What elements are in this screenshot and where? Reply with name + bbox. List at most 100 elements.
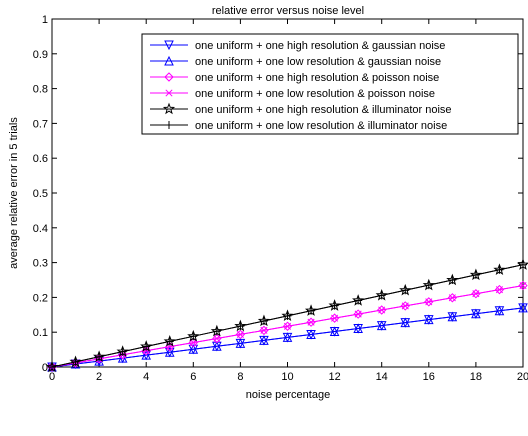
triangle-up-marker [518, 302, 528, 313]
triangle-up-marker [329, 326, 340, 337]
series-6 [48, 260, 527, 371]
triangle-up-marker [235, 338, 246, 348]
triangle-up-marker [212, 341, 222, 351]
diamond-marker [494, 284, 505, 295]
x-tick-label: 16 [423, 371, 435, 383]
diamond-marker [353, 309, 363, 319]
plus-marker [165, 121, 173, 129]
legend-label: one uniform + one high resolution & illu… [195, 104, 452, 116]
x-tick-label: 4 [143, 371, 149, 383]
x-tick-label: 0 [49, 371, 55, 383]
y-tick-label: 0.6 [33, 153, 48, 165]
x-tick-label: 8 [237, 371, 243, 383]
x-marker [213, 334, 221, 343]
legend: one uniform + one high resolution & gaus… [141, 33, 519, 135]
diamond-marker [471, 289, 481, 299]
plus-marker [401, 286, 410, 295]
x-marker [401, 302, 409, 310]
triangle-up-marker [306, 329, 316, 339]
y-tick-label: 0.3 [33, 258, 48, 270]
x-marker [331, 314, 339, 322]
triangle-up-marker [447, 311, 458, 322]
y-tick-label: 0.4 [33, 223, 48, 235]
x-marker [425, 298, 433, 306]
y-tick-label: 0 [42, 362, 48, 374]
series-2 [47, 302, 528, 372]
legend-item: one uniform + one low resolution & illum… [150, 120, 447, 132]
legend-item: one uniform + one high resolution & illu… [150, 102, 452, 116]
plus-marker [424, 281, 433, 290]
triangle-up-marker [471, 308, 481, 319]
y-tick-label: 1 [42, 14, 48, 26]
diamond-marker [400, 301, 410, 311]
triangle-up-marker [494, 305, 505, 316]
x-marker [189, 339, 197, 347]
diamond-marker [518, 280, 528, 291]
legend-item: one uniform + one low resolution & gauss… [150, 55, 441, 68]
plus-marker [307, 306, 316, 315]
series-line [51, 307, 524, 368]
x-tick-label: 6 [190, 371, 196, 383]
legend-box [141, 33, 519, 135]
plus-marker [471, 270, 480, 279]
triangle-up-marker [259, 335, 269, 345]
plus-marker [165, 337, 174, 346]
x-marker [495, 286, 504, 294]
diamond-marker [424, 297, 434, 307]
x-axis: 0 2 4 6 8 10 12 14 16 18 20 [49, 19, 528, 383]
plus-marker [48, 363, 56, 371]
diamond-marker [212, 333, 222, 344]
triangle-up-marker [282, 332, 293, 342]
legend-label: one uniform + one low resolution & poiss… [195, 88, 435, 100]
plus-marker [189, 332, 198, 341]
y-axis: 0 0.1 0.2 0.3 0.4 0.5 0.6 0.7 0.8 0.9 1 [33, 14, 523, 374]
diamond-marker [259, 325, 269, 336]
series-layer [45, 258, 528, 373]
plus-marker [519, 260, 527, 269]
diamond-marker [164, 72, 174, 82]
x-marker [307, 318, 315, 326]
x-tick-label: 2 [96, 371, 102, 383]
plus-marker [283, 311, 292, 320]
triangle-up-marker [188, 344, 199, 354]
diamond-marker [306, 317, 316, 327]
plus-marker [377, 291, 386, 300]
x-tick-label: 10 [281, 371, 293, 383]
legend-label: one uniform + one low resolution & gauss… [195, 56, 441, 68]
y-tick-label: 0.2 [33, 292, 48, 304]
legend-item: one uniform + one high resolution & pois… [150, 72, 439, 84]
legend-label: one uniform + one high resolution & gaus… [195, 40, 445, 52]
triangle-up-marker [353, 323, 363, 334]
plus-marker [236, 322, 245, 331]
y-tick-label: 0.9 [33, 49, 48, 61]
triangle-up-marker [141, 350, 152, 360]
x-marker [236, 330, 244, 338]
star-marker [162, 102, 176, 115]
triangle-up-marker [423, 314, 434, 325]
x-marker [472, 290, 480, 298]
plus-marker [354, 296, 363, 305]
x-marker [283, 322, 292, 330]
x-tick-label: 20 [517, 371, 528, 383]
legend-item: one uniform + one high resolution & gaus… [150, 40, 445, 52]
x-marker [378, 306, 386, 314]
x-marker [165, 89, 173, 97]
x-marker [260, 326, 268, 334]
triangle-up-marker [164, 55, 174, 66]
plus-marker [142, 342, 151, 351]
y-tick-label: 0.1 [33, 327, 48, 339]
triangle-up-marker [400, 317, 411, 328]
x-axis-label: noise percentage [246, 389, 330, 401]
plus-marker [95, 352, 104, 361]
triangle-up-marker [376, 320, 387, 331]
triangle-down-marker [164, 40, 174, 51]
diamond-marker [447, 293, 458, 303]
chart-title: relative error versus noise level [212, 5, 364, 17]
x-marker [448, 294, 456, 302]
plus-marker [118, 347, 127, 356]
plus-marker [71, 357, 80, 366]
legend-item: one uniform + one low resolution & poiss… [150, 88, 435, 100]
triangle-up-marker [117, 353, 128, 363]
y-tick-label: 0.5 [33, 188, 48, 200]
